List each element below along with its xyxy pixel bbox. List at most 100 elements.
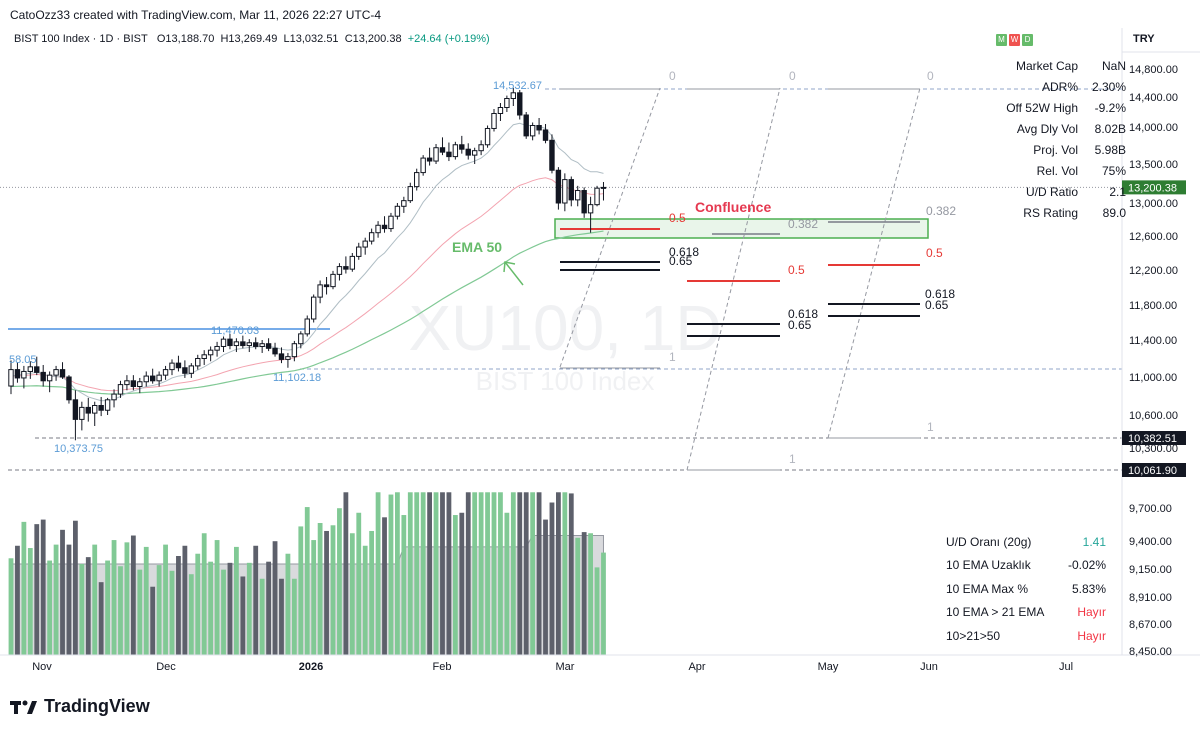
volume-bar — [47, 560, 53, 655]
volume-bar — [272, 541, 278, 655]
volume-bar — [188, 574, 194, 655]
stat-label: Market Cap — [1015, 58, 1078, 73]
candle-body — [446, 151, 452, 158]
fib-label: 1 — [927, 420, 934, 434]
level-price-tag — [1122, 463, 1186, 477]
ema-stat-row: U/D Oranı (20g) 1.41 — [946, 530, 1106, 554]
fib-diagonal — [827, 87, 921, 439]
price-tick-label: 11,400.00 — [1129, 335, 1177, 347]
fib-label: 0.5 — [669, 211, 686, 225]
price-chart[interactable]: XU100, 1D BIST 100 Index 0 0 01110.3820.38… — [0, 0, 1200, 690]
ema-stat-value: Hayır — [1077, 605, 1106, 620]
candle-body — [459, 144, 465, 150]
volume-bar — [401, 515, 407, 655]
volume-bar — [446, 492, 452, 655]
ema-stat-row: 10 EMA Max % 5.83% — [946, 577, 1106, 601]
candle-body — [465, 148, 471, 156]
candle-body — [426, 157, 433, 162]
level-price-label: 10,061.90 — [1128, 465, 1177, 477]
ema-stat-row: 10>21>50 Hayır — [946, 624, 1106, 648]
volume-bar — [182, 545, 188, 655]
candle-body — [21, 370, 27, 379]
stat-label: U/D Ratio — [1025, 184, 1078, 199]
ema-stat-value: 5.83% — [1071, 581, 1106, 596]
candle-body — [517, 92, 523, 116]
volume-bar — [581, 532, 587, 655]
volume-bar — [523, 492, 529, 655]
stat-value: -9.2% — [1094, 100, 1126, 115]
candle-body — [240, 341, 246, 347]
badge-daily: D — [1022, 34, 1033, 46]
price-mid-low-label: 11,102.18 — [273, 372, 321, 384]
volume-bar — [85, 557, 91, 655]
volume-bar — [118, 566, 123, 655]
volume-bar — [150, 586, 156, 655]
volume-bar — [427, 492, 432, 655]
watermark-name: BIST 100 Index — [476, 366, 655, 396]
stats-table: Market Cap NaN ADR% 2.30% Off 52W High -9.2% A… — [972, 55, 1126, 223]
stat-label: Avg Dly Vol — [1016, 121, 1078, 136]
candle-body — [111, 393, 117, 401]
volume-bar — [330, 525, 336, 655]
volume-bar — [111, 540, 117, 655]
stat-row: U/D Ratio 2.1 — [972, 181, 1126, 202]
candle-body — [388, 215, 394, 230]
volume-bar — [556, 492, 561, 655]
currency-label[interactable]: TRY — [1133, 33, 1155, 45]
stat-value: 2.1 — [1109, 184, 1126, 199]
volume-bar — [227, 562, 233, 655]
candle-body — [259, 343, 265, 347]
candle-body — [600, 186, 607, 189]
price-tick-label: 8,450.00 — [1129, 646, 1172, 658]
price-tick-label: 14,800.00 — [1129, 64, 1178, 76]
candle-body — [214, 345, 220, 351]
confluence-label: Confluence — [695, 199, 771, 215]
fib-diagonal — [559, 87, 661, 368]
volume-bar — [549, 502, 555, 655]
candle-body — [92, 405, 98, 414]
ema-stats-table: U/D Oranı (20g) 1.41 10 EMA Uzaklık -0.02% 1… — [946, 530, 1106, 648]
candle-body — [317, 284, 323, 298]
candle-body — [137, 381, 143, 387]
stat-row: ADR% 2.30% — [972, 76, 1126, 97]
candle-body — [401, 200, 407, 207]
fib-label: 1 — [669, 350, 676, 364]
ema-stat-label: U/D Oranı (20g) — [946, 534, 1032, 549]
volume-bar — [27, 548, 33, 655]
candle-body — [471, 150, 478, 156]
time-tick-label: May — [818, 661, 839, 673]
candle-body — [291, 343, 298, 358]
volume-bar — [201, 533, 207, 655]
ema-stat-label: 10 EMA Uzaklık — [946, 558, 1031, 573]
price-tick-label: 9,700.00 — [1129, 503, 1172, 515]
fib-label: 0 — [669, 69, 676, 83]
symbol-legend[interactable]: BIST 100 Index · 1D · BIST O13,188.70 H1… — [14, 33, 490, 45]
price-tick-label: 8,910.00 — [1129, 592, 1172, 604]
volume-bar — [214, 540, 220, 655]
volume-bar — [298, 526, 304, 655]
volume-bar — [266, 561, 271, 655]
stat-row: Off 52W High -9.2% — [972, 97, 1126, 118]
volume-bar — [143, 546, 149, 655]
volume-bar — [407, 492, 413, 655]
price-tick-label: 9,400.00 — [1129, 536, 1172, 548]
candle-body — [362, 240, 368, 248]
price-tick-label: 12,200.00 — [1129, 265, 1178, 277]
last-price-tag — [1122, 180, 1186, 195]
candle-body — [162, 369, 169, 376]
candle-body — [568, 179, 574, 201]
price-tick-label: 13,500.00 — [1129, 159, 1178, 171]
candle-body — [407, 186, 413, 202]
footer-brand[interactable]: TradingView — [10, 696, 150, 717]
badge-weekly: W — [1009, 34, 1020, 46]
price-tick-label: 9,150.00 — [1129, 564, 1172, 576]
open-value: O13,188.70 — [156, 33, 215, 45]
ema-stat-label: 10 EMA Max % — [946, 581, 1029, 596]
symbol-name[interactable]: BIST 100 Index · 1D · BIST — [14, 33, 148, 45]
volume-bar — [491, 492, 497, 655]
candle-body — [343, 266, 349, 270]
volume-bar — [440, 492, 445, 655]
candle-body — [420, 157, 426, 174]
candle-body — [542, 129, 549, 141]
volume-bar — [163, 544, 168, 655]
